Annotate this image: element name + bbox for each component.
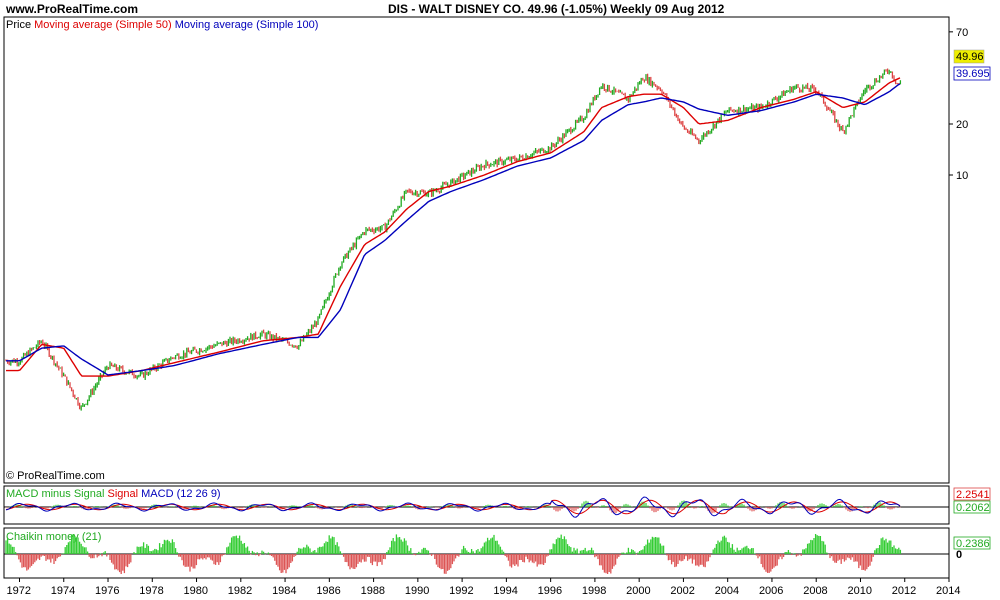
y-tick-label: 10: [956, 170, 968, 182]
chart-headline: DIS - WALT DISNEY CO. 49.96 (-1.05%) Wee…: [388, 2, 725, 16]
y-axis-ticks: 10 20 70: [949, 27, 968, 182]
price-legend: Price Moving average (Simple 50) Moving …: [6, 19, 318, 31]
chaikin-panel-frame: [3, 527, 950, 579]
ma100-line: [6, 83, 901, 376]
chaikin-zero-label: 0: [956, 549, 962, 561]
x-tick-label: 2006: [759, 585, 783, 597]
macd-legend: MACD minus Signal Signal MACD (12 26 9): [6, 488, 221, 500]
x-tick-label: 2000: [626, 585, 650, 597]
price-candles: [5, 68, 902, 411]
x-tick-label: 1974: [51, 585, 75, 597]
x-tick-label: 1984: [272, 585, 296, 597]
legend-macd-hist: MACD minus Signal: [6, 488, 105, 500]
value-tags: 49.96 39.695 2.2541 0.2062 0.2386 0: [953, 49, 991, 561]
x-tick-label: 1996: [538, 585, 562, 597]
legend-macd-line: MACD (12 26 9): [141, 488, 221, 500]
macd-tag-1: 2.2541: [956, 489, 990, 501]
y-tick-label: 20: [956, 119, 968, 131]
site-title: www.ProRealTime.com: [6, 2, 139, 16]
ma100-tag: 39.695: [956, 68, 990, 80]
x-tick-label: 1986: [316, 585, 340, 597]
moving-average-lines: [6, 77, 901, 377]
x-tick-label: 2010: [847, 585, 871, 597]
x-axis-ticks: 1972 1974 1976 1978 1980 1982 1984 1986 1988 1990…: [6, 578, 960, 597]
x-tick-label: 1990: [405, 585, 429, 597]
x-tick-label: 1976: [95, 585, 119, 597]
chaikin-tag: 0.2386: [956, 538, 990, 550]
legend-macd-signal: Signal: [107, 488, 139, 500]
x-tick-label: 1994: [493, 585, 517, 597]
macd-indicator: [5, 496, 901, 518]
copyright-text: © ProRealTime.com: [6, 470, 105, 482]
last-price-tag-box: [953, 49, 985, 64]
x-tick-label: 1998: [582, 585, 606, 597]
x-tick-label: 1988: [361, 585, 385, 597]
x-tick-label: 1980: [184, 585, 208, 597]
x-tick-label: 1972: [6, 585, 30, 597]
macd-tag-2-box: [953, 500, 991, 514]
x-tick-label: 2004: [715, 585, 739, 597]
y-tick-label: 70: [956, 27, 968, 39]
x-tick-label: 2012: [892, 585, 916, 597]
x-tick-label: 2008: [803, 585, 827, 597]
ma50-line: [6, 77, 901, 377]
macd-panel-frame: [3, 485, 950, 525]
legend-price: Price: [6, 19, 32, 31]
price-panel-frame: [3, 16, 950, 484]
x-tick-label: 1992: [449, 585, 473, 597]
macd-tag-1-box: [953, 487, 991, 501]
macd-signal-line: [5, 499, 901, 515]
macd-line: [5, 496, 901, 518]
x-tick-label: 2002: [670, 585, 694, 597]
ma100-tag-box: [953, 66, 991, 81]
chaikin-tag-box: [953, 536, 991, 550]
x-tick-label: 1978: [139, 585, 163, 597]
last-price-tag: 49.96: [956, 51, 984, 63]
legend-ma50: Moving average (Simple 50): [34, 19, 172, 31]
chaikin-indicator: [5, 534, 902, 574]
x-tick-label: 1982: [228, 585, 252, 597]
legend-ma100: Moving average (Simple 100): [174, 19, 319, 31]
x-tick-label: 2014: [936, 585, 960, 597]
panel-frames: [3, 16, 950, 579]
macd-tag-2: 0.2062: [956, 502, 990, 514]
